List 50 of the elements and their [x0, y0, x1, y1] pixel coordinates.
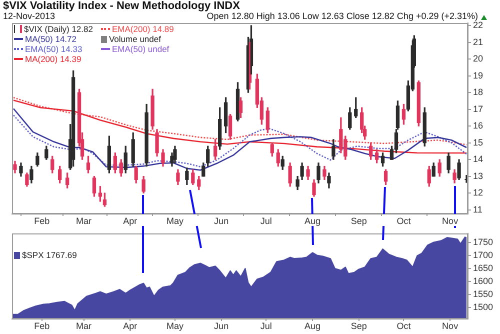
legend-label: MA(200) 14.39: [25, 54, 82, 64]
y-tick-label: 18: [473, 87, 484, 98]
y-tick-label: 14: [473, 154, 484, 164]
x-tick-label: Mar: [76, 320, 92, 331]
y-tick-label: 1750: [473, 236, 494, 247]
y-tick-label: 19: [473, 70, 484, 80]
x-tick-label: May: [166, 216, 184, 226]
x-tick-label: Oct: [396, 320, 412, 331]
x-tick-label: Feb: [34, 320, 50, 331]
legend-label: $SPX 1767.69: [22, 250, 77, 260]
y-tick-label: 17: [473, 104, 484, 114]
y-tick-label: 1700: [473, 250, 494, 260]
y-tick-label: 11: [473, 204, 482, 214]
y-tick-label: 20: [473, 54, 484, 64]
x-tick-label: Apr: [123, 216, 138, 226]
y-tick-label: 1600: [473, 276, 494, 286]
x-tick-label: May: [166, 320, 184, 331]
y-tick-label: 21: [473, 36, 484, 47]
chart-title: $VIX Volatility Index - New Methodology INDX: [3, 0, 240, 12]
y-tick-label: 1500: [473, 302, 494, 312]
legend-label: EMA(50) undef: [112, 44, 170, 54]
x-tick-label: Jul: [260, 216, 272, 226]
legend-label: EMA(50) 14.33: [25, 44, 82, 54]
x-tick-label: Jun: [214, 320, 229, 331]
legend-label: EMA(200) 14.89: [112, 24, 174, 34]
x-tick-label: Jul: [260, 320, 272, 331]
x-tick-label: Feb: [34, 216, 50, 226]
x-tick-label: Nov: [442, 320, 459, 331]
x-tick-label: Sep: [350, 216, 367, 226]
legend-label: MA(50) 14.72: [25, 34, 76, 44]
x-tick-label: Nov: [442, 216, 459, 226]
x-tick-label: Aug: [304, 216, 321, 226]
x-tick-label: Apr: [123, 320, 138, 331]
legend-label: Volume undef: [108, 34, 161, 44]
x-tick-label: Oct: [396, 216, 412, 226]
legend-label: $VIX (Daily) 12.82: [24, 24, 93, 34]
chart-subtitle: 12-Nov-2013: [3, 11, 56, 21]
y-tick-label: 1550: [473, 288, 494, 299]
x-tick-label: Aug: [304, 320, 321, 331]
y-tick-label: 15: [473, 137, 484, 148]
y-tick-label: 22: [473, 20, 484, 30]
y-tick-label: 12: [473, 188, 484, 198]
y-tick-label: 13: [473, 170, 484, 181]
y-tick-label: 16: [473, 120, 484, 131]
text: Open 12.80 High 13.06 Low 12.63 Close 12.82 Chg +0.29 (+2.31%): [206, 11, 478, 21]
x-tick-label: Mar: [76, 216, 92, 226]
line-series: [12, 96, 468, 146]
y-tick-label: 1650: [473, 262, 494, 273]
x-tick-label: Sep: [350, 320, 367, 331]
x-tick-label: Jun: [214, 216, 229, 226]
